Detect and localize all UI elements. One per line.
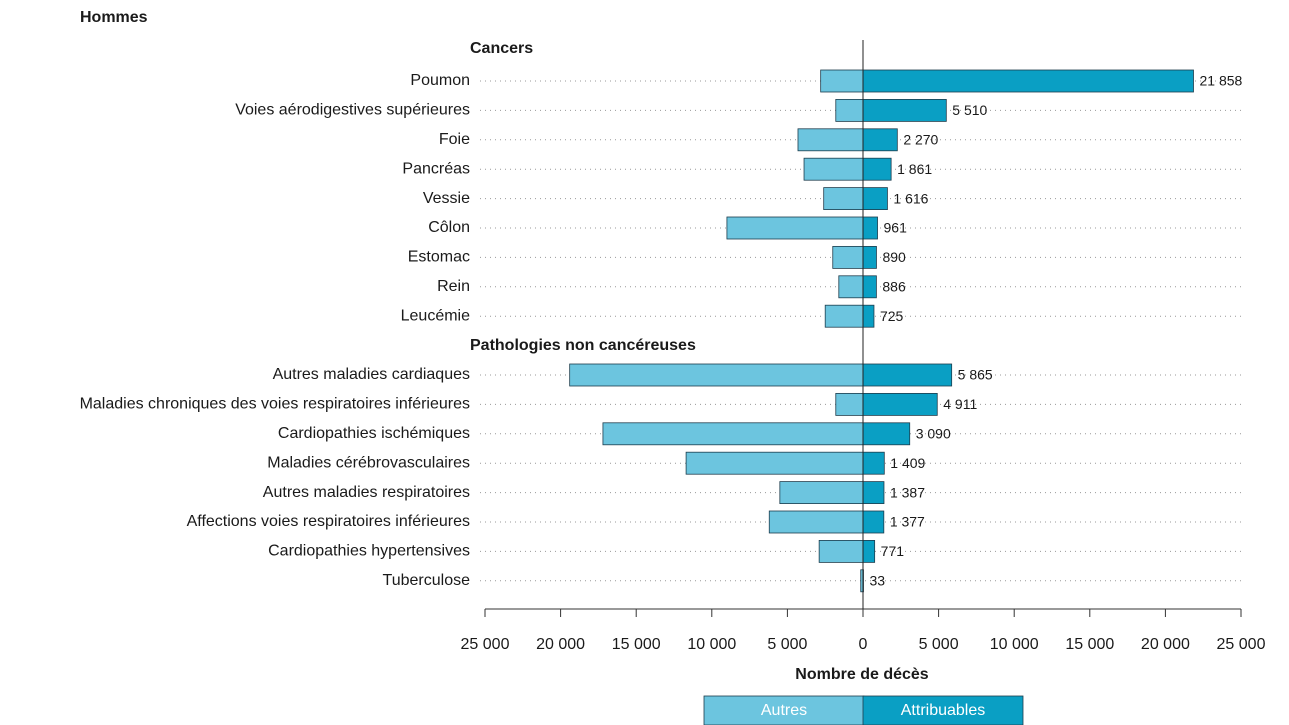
category-label: Pancréas [402,160,470,177]
category-label: Leucémie [401,307,470,324]
bar [862,99,947,122]
category-label: Maladies cérébrovasculaires [267,454,470,471]
x-tick-label: 15 000 [612,636,661,653]
x-tick-label: 20 000 [536,636,585,653]
value-label: 3 090 [916,426,951,442]
category-label: Maladies chroniques des voies respiratoi… [80,396,470,413]
bar [823,187,864,211]
value-label: 1 861 [897,161,932,177]
x-tick-label: 5 000 [767,636,807,653]
bar [862,422,911,446]
bar [862,540,876,563]
value-label: 890 [882,249,906,265]
category-label: Rein [437,278,470,295]
category-label: Autres maladies respiratoires [263,484,470,501]
category-label: Affections voies respiratoires inférieur… [187,513,470,530]
group-header: Cancers [470,40,533,57]
value-label: 1 616 [893,190,928,206]
x-tick-label: 25 000 [1217,636,1266,653]
bar [862,69,1194,93]
category-label: Vessie [423,190,470,207]
bar [818,540,864,563]
x-tick-label: 5 000 [919,636,959,653]
value-label: 961 [884,220,908,236]
bar [569,363,864,387]
value-label: 4 911 [943,396,977,412]
x-tick-label: 10 000 [990,636,1039,653]
bar [862,157,892,181]
bar [862,245,877,269]
bar [862,392,938,416]
category-label: Foie [439,131,470,148]
x-tick-label: 15 000 [1065,636,1114,653]
bar [820,69,864,93]
bar [862,481,885,505]
bar [862,510,885,534]
x-axis-title: Nombre de décès [795,666,928,683]
value-label: 1 387 [890,484,925,500]
legend-swatch [703,695,865,725]
value-label: 725 [880,308,904,324]
value-label: 21 858 [1199,73,1242,89]
value-label: 1 409 [890,455,925,471]
bar [835,392,864,416]
legend-label: Autres [761,702,807,719]
category-label: Estomac [408,249,470,266]
bar [726,216,864,240]
bar [797,128,864,152]
category-label: Voies aérodigestives supérieures [235,102,470,119]
bar [602,422,864,446]
category-label: Tuberculose [383,572,471,589]
value-label: 5 510 [952,102,987,118]
category-label: Cardiopathies ischémiques [278,425,470,442]
category-label: Autres maladies cardiaques [273,366,470,383]
x-tick-label: 10 000 [687,636,736,653]
group-header: Pathologies non cancéreuses [470,337,696,354]
value-label: 1 377 [890,514,925,530]
bar [862,451,885,475]
category-label: Poumon [410,72,470,89]
value-label: 33 [869,573,885,589]
bar [862,216,878,240]
legend-label: Attribuables [901,702,986,719]
bar [862,304,875,328]
chart-title: Hommes [80,9,148,26]
value-label: 771 [881,543,905,559]
value-label: 5 865 [958,367,993,383]
category-label: Côlon [428,219,470,236]
bar [832,245,864,269]
category-label: Cardiopathies hypertensives [268,543,470,560]
bar [862,187,888,211]
bar [835,99,864,122]
value-label: 886 [882,279,906,295]
bar [768,510,864,534]
bar [824,304,864,328]
bar [838,275,864,299]
x-tick-label: 20 000 [1141,636,1190,653]
bar [862,363,953,387]
bar [803,157,864,181]
x-tick-label: 25 000 [461,636,510,653]
bar [779,481,864,505]
bar [685,451,864,475]
bar [862,275,877,299]
x-tick-label: 0 [859,636,868,653]
bar [862,128,898,152]
value-label: 2 270 [903,132,938,148]
legend-swatch [862,695,1024,725]
